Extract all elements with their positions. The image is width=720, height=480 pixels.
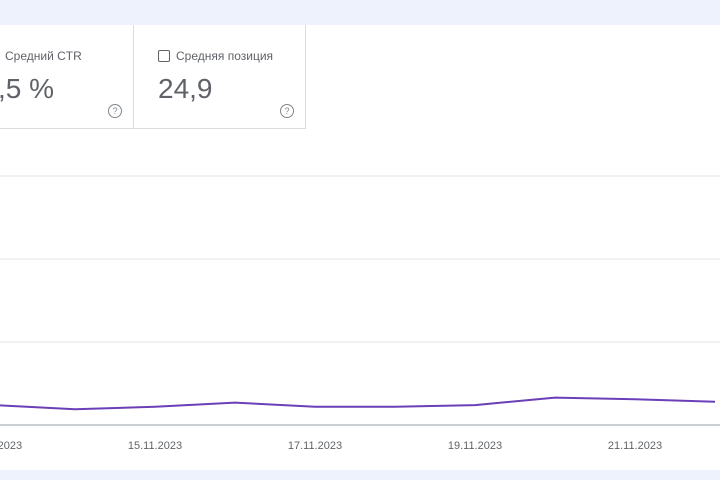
top-band bbox=[0, 0, 720, 25]
metric-value: ,5 % bbox=[0, 73, 55, 104]
metric-value: 24,9 bbox=[158, 73, 213, 104]
bottom-band bbox=[0, 470, 720, 480]
x-tick-label: 13.11.2023 bbox=[0, 440, 22, 452]
metric-label: Средний CTR bbox=[5, 49, 82, 63]
x-tick-label: 19.11.2023 bbox=[448, 440, 502, 452]
chart: 13.11.2023 15.11.2023 17.11.2023 19.11.2023… bbox=[0, 175, 720, 452]
x-tick-label: 15.11.2023 bbox=[128, 440, 182, 452]
x-tick-label: 17.11.2023 bbox=[288, 440, 342, 452]
help-icon[interactable]: ? bbox=[280, 104, 294, 118]
checkbox[interactable] bbox=[158, 50, 170, 62]
help-icon[interactable]: ? bbox=[108, 104, 122, 118]
x-tick-label: 21.11.2023 bbox=[608, 440, 662, 452]
data-line bbox=[0, 396, 716, 411]
metric-card[interactable]: Средняя позиция 24,9 ? bbox=[133, 25, 306, 129]
metric-card[interactable]: Средний CTR ,5 % ? bbox=[0, 25, 134, 129]
metric-label: Средняя позиция bbox=[176, 49, 274, 63]
